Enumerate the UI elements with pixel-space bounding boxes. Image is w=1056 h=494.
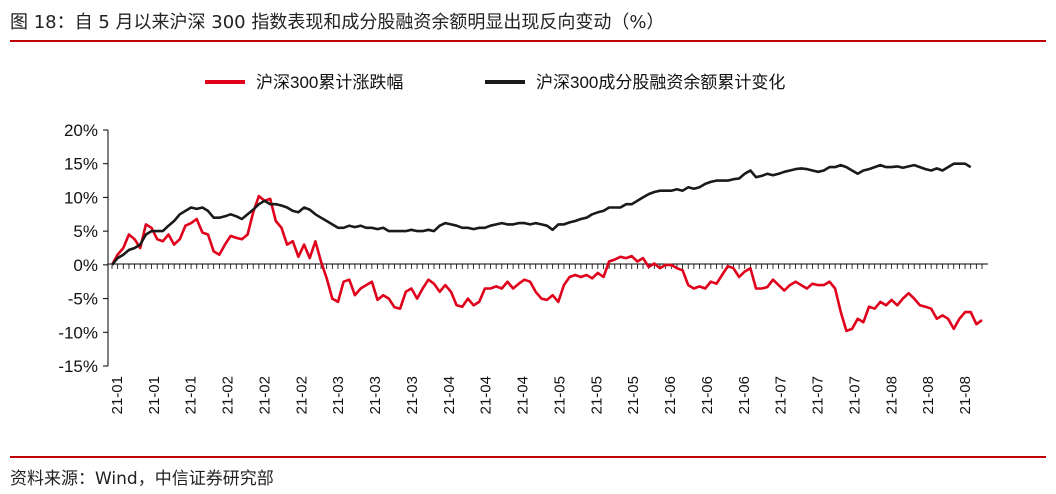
x-tick-label: 21-08	[883, 376, 900, 414]
x-tick-label: 21-05	[588, 376, 605, 414]
x-tick-label: 21-02	[256, 376, 273, 414]
x-tick-label: 21-05	[625, 376, 642, 414]
x-tick-label: 21-08	[920, 376, 937, 414]
y-tick-label: 0%	[73, 256, 98, 275]
x-tick-label: 21-06	[736, 376, 753, 414]
legend-label-series2: 沪深300成分股融资余额累计变化	[536, 73, 785, 92]
x-tick-label: 21-04	[478, 376, 495, 414]
x-tick-label: 21-03	[367, 376, 384, 414]
figure-title: 图 18：自 5 月以来沪深 300 指数表现和成分股融资余额明显出现反向变动（…	[10, 12, 665, 33]
legend-label-series1: 沪深300累计涨跌幅	[256, 73, 403, 92]
y-tick-label: 15%	[64, 155, 98, 174]
y-tick-label: 5%	[73, 222, 98, 241]
x-tick-label: 21-07	[773, 376, 790, 414]
x-tick-label: 21-07	[846, 376, 863, 414]
series-layer	[110, 162, 983, 333]
source-rule	[10, 456, 1046, 458]
x-tick-label: 21-01	[183, 376, 200, 414]
x-tick-label: 21-04	[515, 376, 532, 414]
y-tick-label: -15%	[58, 357, 98, 376]
x-tick-label: 21-08	[957, 376, 974, 414]
source-note: 资料来源：Wind，中信证券研究部	[10, 469, 274, 489]
series-line-2	[110, 162, 972, 266]
y-tick-label: -10%	[58, 323, 98, 342]
x-tick-label: 21-01	[109, 376, 126, 414]
x-tick-label: 21-06	[662, 376, 679, 414]
series-line-1	[110, 194, 983, 333]
y-tick-label: 10%	[64, 188, 98, 207]
chart: 沪深300累计涨跌幅 沪深300成分股融资余额累计变化 -15% -10% -5% 0…	[58, 73, 988, 414]
title-rule	[10, 40, 1046, 42]
x-tick-label: 21-02	[293, 376, 310, 414]
legend: 沪深300累计涨跌幅 沪深300成分股融资余额累计变化	[205, 73, 785, 92]
axes: -15% -10% -5% 0% 5% 10% 15% 20% 21-01 21-01 21-01 2…	[58, 121, 988, 414]
y-tick-label: 20%	[64, 121, 98, 140]
x-tick-label: 21-03	[330, 376, 347, 414]
x-tick-label: 21-01	[146, 376, 163, 414]
x-tick-label: 21-03	[404, 376, 421, 414]
y-tick-label: -5%	[68, 290, 98, 309]
x-tick-label: 21-07	[810, 376, 827, 414]
x-tick-label: 21-04	[441, 376, 458, 414]
x-tick-label: 21-05	[551, 376, 568, 414]
x-tick-label: 21-02	[220, 376, 237, 414]
x-tick-label: 21-06	[699, 376, 716, 414]
